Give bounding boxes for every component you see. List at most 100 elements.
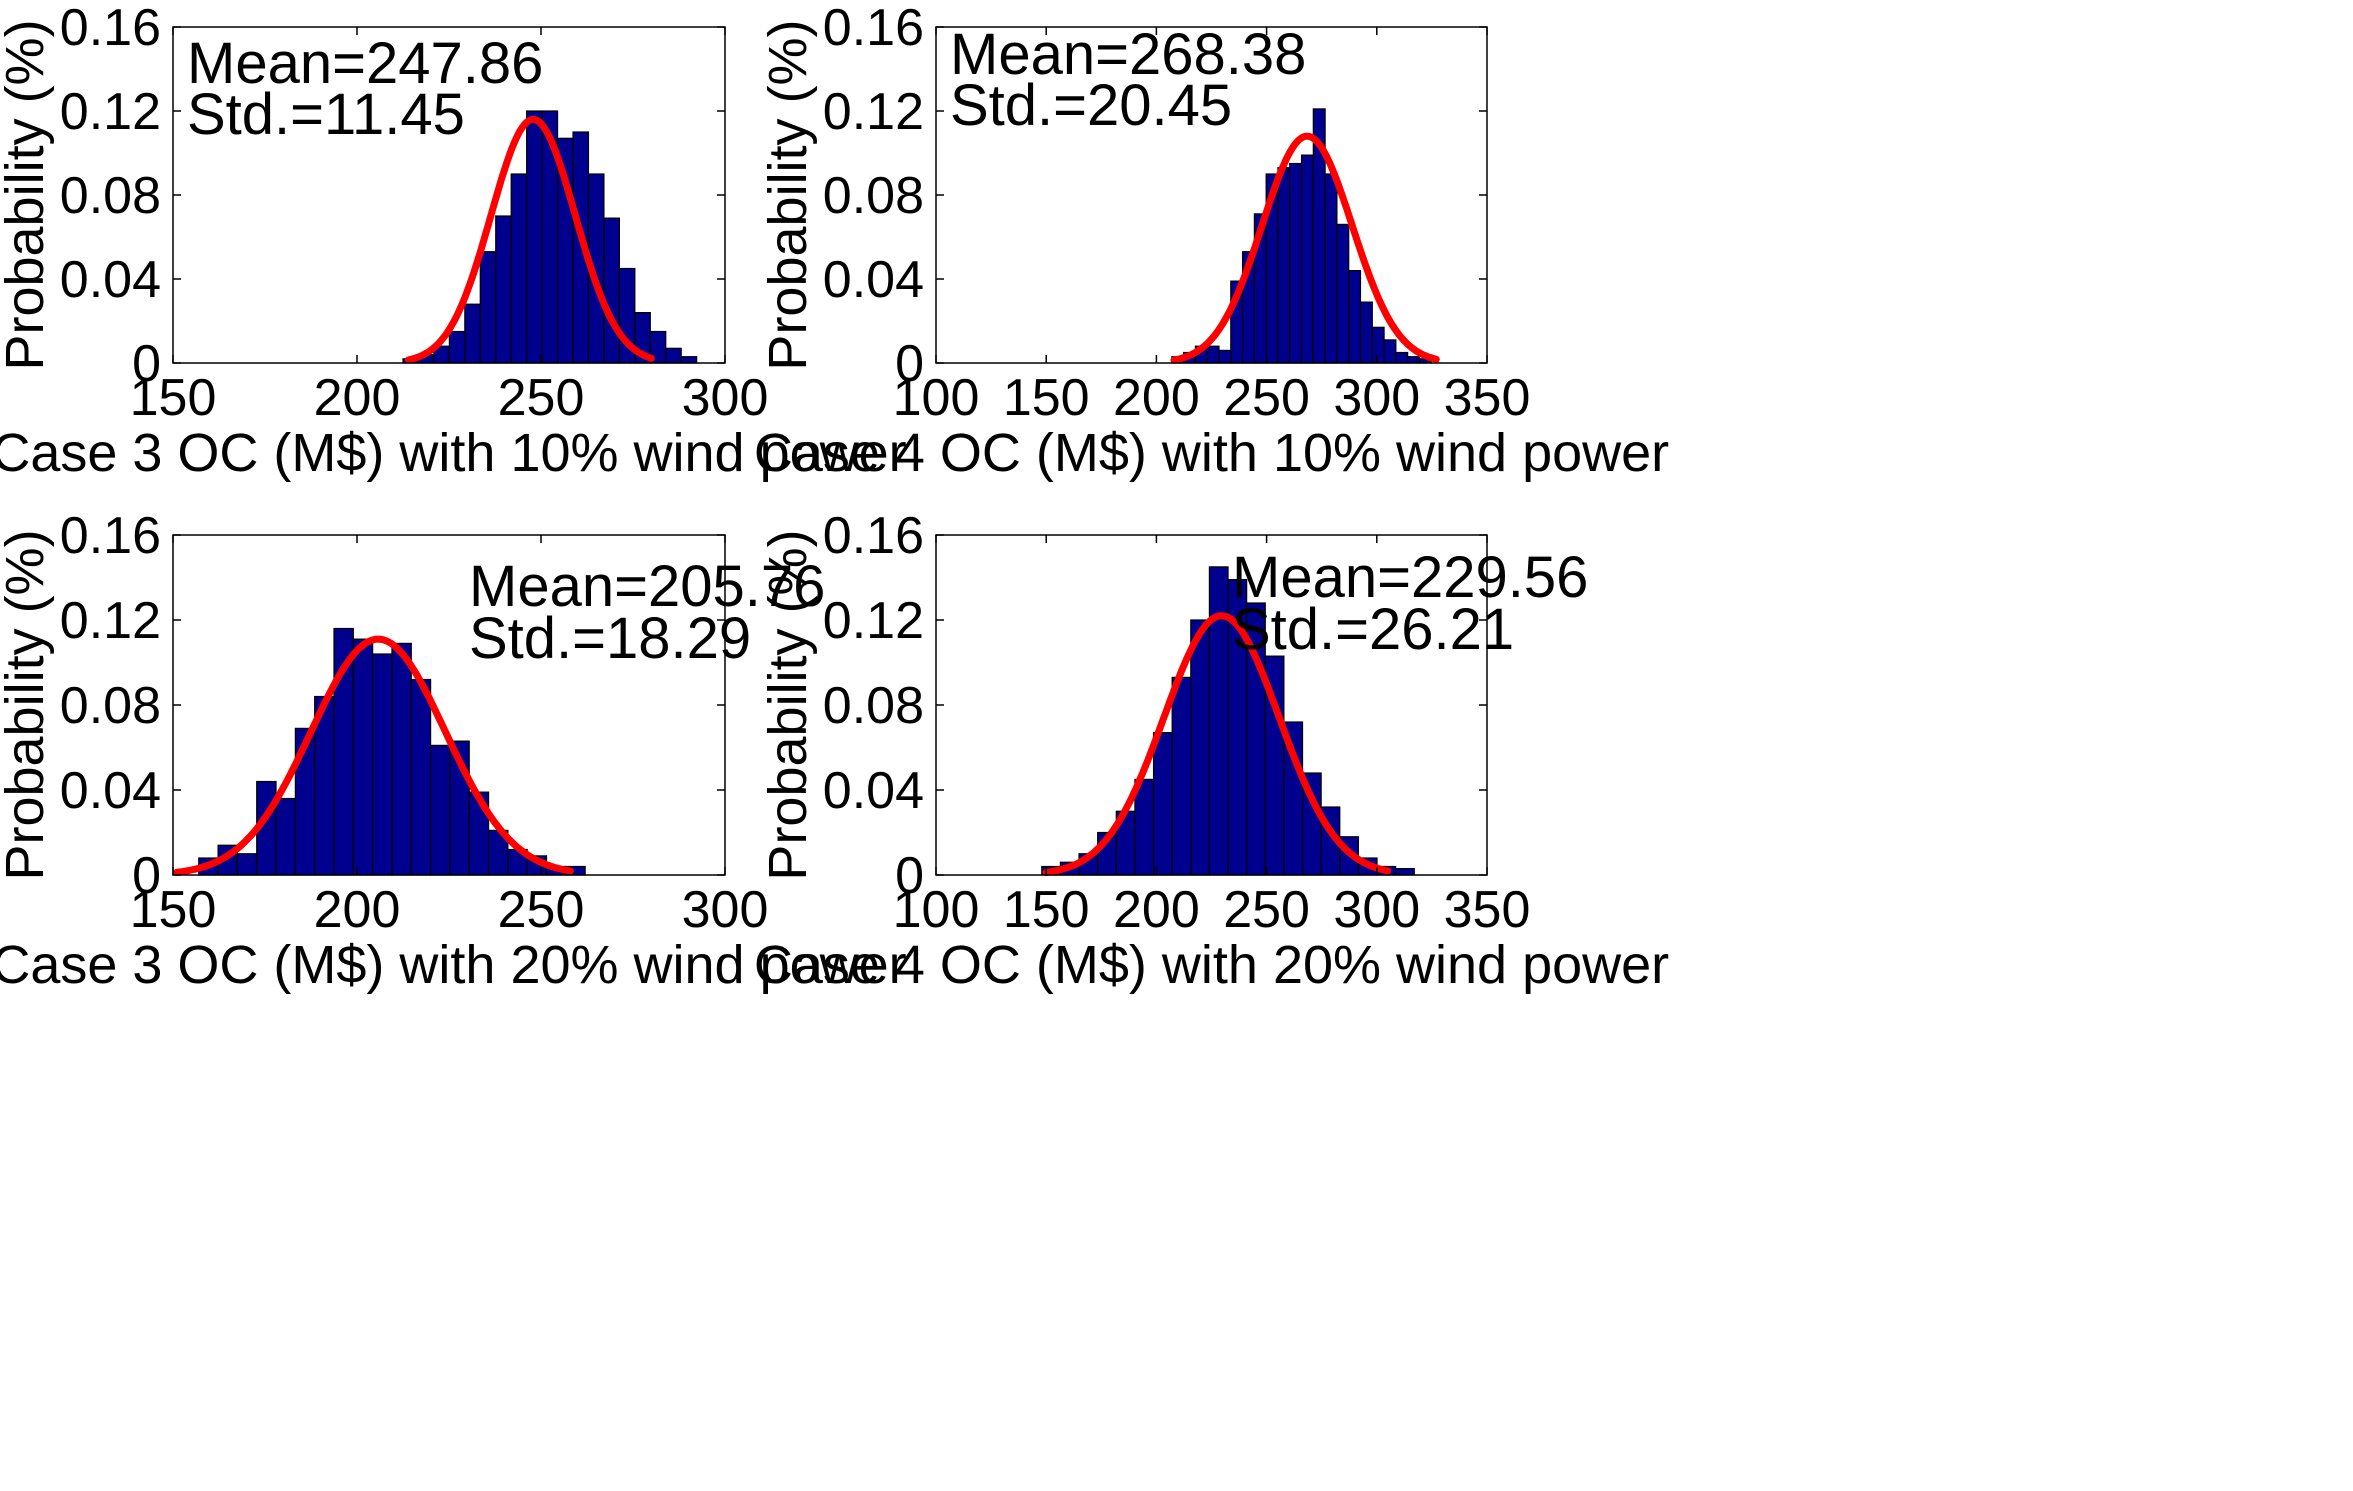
x-tick-label: 250 [1223,369,1310,427]
y-tick-label: 0 [132,335,161,393]
histogram-bar [236,853,258,876]
chart-panel-2: 0 0.04 0.08 0.12 0.16 100 150 200 250 300 350Case … [754,0,1669,483]
y-tick-label: 0.08 [60,167,161,225]
y-tick-label: 0.08 [823,167,924,225]
std-annotation: Std.=18.29 [469,606,751,671]
x-tick-label: 200 [314,369,401,427]
x-tick-label: 250 [498,369,585,427]
x-tick-label: 150 [130,369,217,427]
x-tick-label: 300 [1333,881,1420,939]
histogram-bar [352,638,374,876]
mean-annotation: Mean=229.56 [1232,545,1588,610]
histogram-bar [1289,162,1303,364]
histogram-bar [1134,778,1155,876]
x-tick-label: 200 [314,881,401,939]
x-tick-label: 350 [1444,369,1531,427]
y-tick-label: 0.04 [823,762,924,820]
histogram-bar [391,642,412,876]
histogram-bar [603,217,620,364]
x-tick-label: 150 [1003,369,1090,427]
mean-annotation: Mean=247.86 [187,31,543,96]
histogram-bar [1218,349,1232,364]
histogram-bar [448,330,466,364]
y-tick-label: 0.12 [60,83,161,141]
normal-fit-curve [405,115,655,364]
histogram-bar [1336,223,1350,364]
y-axis-label: Probability (%) [758,529,818,880]
y-tick-label: 0.16 [823,507,924,565]
histogram-bar [1206,345,1220,364]
y-axis-label: Probability (%) [758,19,818,370]
histogram-bar [1190,619,1211,876]
chart-panel-4: 0 0.04 0.08 0.12 0.16 100 150 200 250 300 350Case … [754,507,1669,995]
histogram-bar [1171,676,1192,876]
histogram-bar [1383,339,1397,364]
histogram-bar [430,744,451,876]
std-annotation: Std.=26.21 [1232,597,1514,662]
y-tick-label: 0.12 [823,83,924,141]
y-tick-label: 0.04 [60,251,161,309]
x-axis-label: Case 3 OC (M$) with 20% wind power [0,935,907,995]
y-tick-label: 0.04 [823,251,924,309]
y-tick-label: 0 [895,847,924,905]
x-axis-label: Case 4 OC (M$) with 10% wind power [754,423,1669,483]
histogram-bar [1277,167,1291,364]
histogram-bar [665,347,682,364]
y-tick-label: 0.16 [60,0,161,57]
histogram-bar [1407,356,1421,364]
histogram-bar [526,110,543,364]
y-tick-label: 0.12 [60,592,161,650]
y-axis-label: Probability (%) [0,529,55,880]
y-tick-label: 0 [895,335,924,393]
histogram-bar [495,215,512,364]
x-tick-label: 250 [498,881,585,939]
x-tick-label: 300 [682,369,769,427]
y-tick-label: 0.08 [823,677,924,735]
histogram-bar [410,678,432,876]
x-tick-label: 200 [1113,369,1200,427]
std-annotation: Std.=11.45 [187,82,465,147]
x-tick-label: 200 [1113,881,1200,939]
std-annotation: Std.=20.45 [950,73,1232,138]
y-tick-label: 0 [132,847,161,905]
histogram-bar [464,303,481,364]
histogram-bar [1371,326,1385,364]
y-tick-label: 0.08 [60,677,161,735]
histogram-bar [372,653,393,876]
histogram-bar [1300,154,1314,364]
x-tick-label: 350 [1444,881,1531,939]
histogram-bar [510,173,528,364]
normal-fit-curve [1170,132,1440,364]
mean-annotation: Mean=205.76 [469,554,825,619]
y-tick-label: 0.16 [823,0,924,57]
histogram-bar [1152,732,1173,876]
x-axis-label: Case 3 OC (M$) with 10% wind power [0,423,907,483]
x-tick-label: 150 [130,881,217,939]
histogram-bar [680,356,698,364]
mean-annotation: Mean=268.38 [950,22,1306,87]
histogram-bar [1348,270,1362,364]
y-tick-label: 0.16 [60,507,161,565]
x-tick-label: 100 [893,881,980,939]
histogram-bar [479,251,497,364]
y-tick-label: 0.12 [823,592,924,650]
x-tick-label: 100 [893,369,980,427]
histogram-bar [275,797,296,876]
x-tick-label: 150 [1003,881,1090,939]
y-tick-label: 0.04 [60,762,161,820]
histogram-bar [1395,868,1415,876]
x-axis-label: Case 4 OC (M$) with 20% wind power [754,935,1669,995]
histogram-bar [1359,301,1373,364]
x-tick-label: 250 [1223,881,1310,939]
y-axis-label: Probability (%) [0,19,55,370]
x-tick-label: 300 [682,881,769,939]
normal-fit-curve [1042,612,1392,876]
histogram-bar [1324,173,1338,364]
histogram-bar [1395,351,1409,364]
normal-fit-curve [173,635,574,876]
x-tick-label: 300 [1333,369,1420,427]
